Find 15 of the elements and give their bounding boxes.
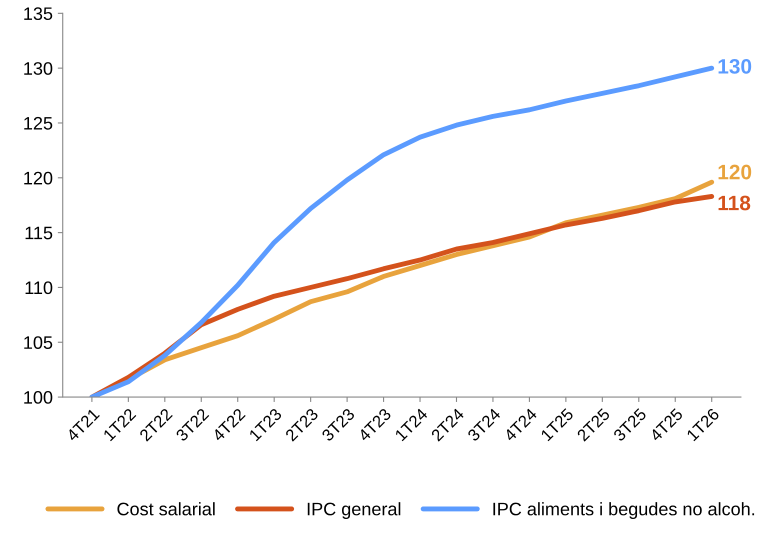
legend-label: IPC aliments i begudes no alcoh. xyxy=(493,502,754,519)
y-tick-label: 100 xyxy=(24,391,52,404)
data-label: 120 xyxy=(718,164,752,180)
data-label: 130 xyxy=(718,58,752,74)
y-tick-label: 120 xyxy=(24,172,52,185)
data-label: 118 xyxy=(718,196,750,210)
legend-label: IPC general xyxy=(308,502,400,519)
y-tick-label: 125 xyxy=(24,116,52,130)
y-tick-label: 130 xyxy=(24,62,52,75)
y-tick-label: 115 xyxy=(26,226,52,240)
legend-label: Cost salarial xyxy=(117,502,215,516)
y-tick-label: 105 xyxy=(24,336,52,349)
line-series xyxy=(89,66,714,398)
y-tick-label: 135 xyxy=(24,7,52,20)
y-tick-label: 110 xyxy=(26,281,52,294)
